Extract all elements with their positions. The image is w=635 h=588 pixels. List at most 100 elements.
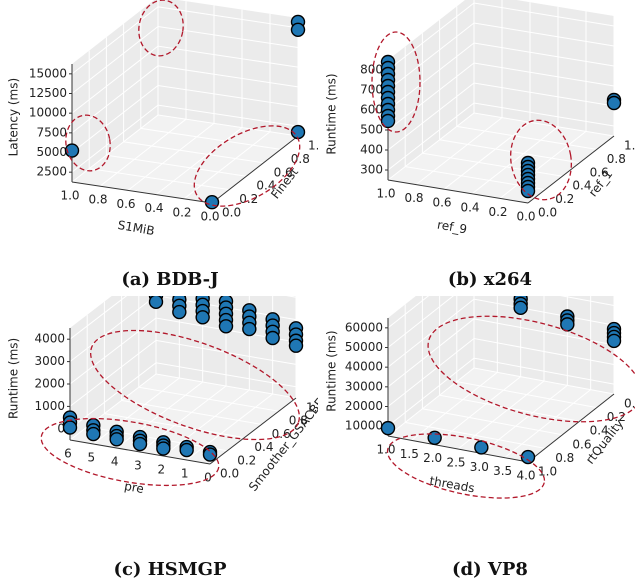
x-tick-label: 2.5 [446,456,465,470]
data-point [474,440,489,455]
z-tick-label: 10000 [29,106,67,120]
data-point [132,436,148,452]
data-point [606,333,622,349]
grid-line-z [387,2,615,71]
data-point [560,317,575,332]
y-tick-label: 0.0 [222,206,241,220]
grid-line-y [456,263,597,409]
y-tick-label: 1.0 [624,139,635,153]
z-tick-label: 2500 [36,165,67,179]
z-tick-label: 1000 [34,399,65,413]
y-tick-label: 0.6 [590,165,609,179]
left-pane [388,0,474,180]
y-tick-label: 0.0 [220,467,239,481]
y-axis-line [209,397,297,465]
grid-line-z [387,318,615,388]
z-tick-label: 600 [360,103,383,117]
grid-line-y [421,33,563,177]
x-tick-label: 0.4 [144,201,163,215]
x-tick-label: 4 [111,455,119,469]
grid-line-y [138,275,279,412]
x-tick-label: 5 [88,451,96,465]
z-tick-label: 50000 [345,340,383,354]
cluster-ellipse [65,114,111,172]
grid-line-y [121,288,262,425]
z-tick-label: 500 [360,123,383,137]
chart-a-bdbj: 1.00.80.60.40.20.00.00.20.40.60.81.02500… [7,0,327,238]
cluster-ellipse [89,329,301,441]
y-tick-label: 0.4 [256,179,275,193]
z-axis-label: Runtime (ms) [325,330,339,411]
panel-c: 65432100.00.20.40.60.81.0010002000300040… [0,257,327,558]
grid-line-y [105,37,247,177]
data-point [195,310,210,325]
data-point [606,95,622,111]
x-tick-label: 0.8 [404,191,423,205]
y-tick-label: 0.0 [538,206,557,220]
cluster-ellipse [371,31,421,133]
cluster-ellipse [510,119,572,201]
x-tick-label: 1.0 [376,187,395,201]
grid-line-y [404,46,546,191]
x-tick-label: 0.0 [200,210,219,224]
x-tick-label: 0.6 [116,197,135,211]
grid-line-z [69,339,297,407]
data-point [242,321,257,337]
data-point [380,113,396,129]
y-tick-label: 0.8 [555,451,574,465]
z-tick-label: 0 [57,421,65,435]
data-point [179,442,194,458]
y-tick-label: 0.8 [291,152,310,166]
data-point [290,22,306,37]
x-axis-label: pre [123,479,145,496]
x-tick-label: 1.0 [60,189,79,203]
grid-line-z [71,6,299,75]
data-point [380,420,396,436]
y-tick-label: 0.4 [590,424,609,438]
z-tick-label: 10000 [345,419,383,433]
grid-line-y [439,19,580,164]
x-tick-label: 1.0 [376,443,395,457]
y-tick-label: 0.2 [239,192,258,206]
cluster-ellipse [193,125,301,207]
x-tick-label: 3.0 [470,460,489,474]
x-axis-line [71,181,213,204]
x-tick-label: 0 [204,471,212,485]
data-point [513,300,528,316]
x-tick-label: 2.0 [423,451,442,465]
floor-pane [72,115,298,203]
data-point [265,330,280,346]
x-tick-label: 6 [64,447,72,461]
chart-b-x264: 1.00.80.60.40.20.00.00.20.40.60.81.03004… [325,0,635,236]
grid-line-z [69,362,297,430]
x-axis-line [69,439,211,465]
grid-line-y [439,277,580,422]
x-tick-label: 2 [158,463,166,477]
y-axis-line [527,393,615,463]
data-point [172,304,187,320]
panel-a: 1.00.80.60.40.20.00.00.20.40.60.81.02500… [0,0,327,262]
x-tick-label: 0.2 [488,205,507,219]
z-axis-label: Latency (ms) [7,78,21,157]
data-point [427,430,442,445]
x-tick-label: 0.2 [172,205,191,219]
grid-line-y [456,6,597,150]
data-point [148,294,164,310]
x-tick-label: 3 [134,459,142,473]
grid-line-z [387,22,615,91]
x-tick-label: 1 [181,467,189,481]
x-axis-label: S1MiB [117,218,156,238]
back-pane [474,0,614,136]
z-tick-label: 40000 [345,360,383,374]
z-tick-label: 60000 [345,320,383,334]
z-tick-label: 400 [360,143,383,157]
cluster-ellipse [386,433,546,499]
y-axis-line [527,135,615,204]
grid-line-z [71,65,299,134]
grid-line-y [123,23,264,164]
grid-line-y [421,290,563,436]
data-point [204,195,220,210]
y-tick-label: 0.4 [254,440,273,454]
y-tick-label: 0.2 [237,453,256,467]
grid-line-y [157,0,299,137]
